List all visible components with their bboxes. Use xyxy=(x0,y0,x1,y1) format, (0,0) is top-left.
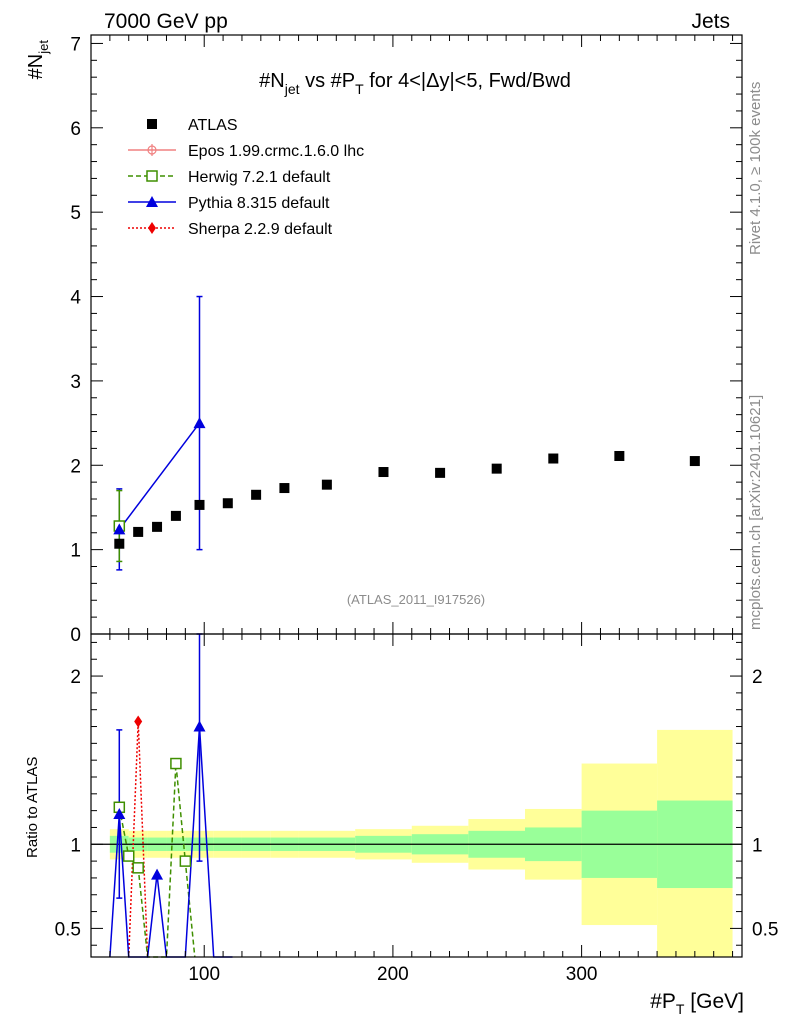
title-tail: for 4<|Δy|<5, Fwd/Bwd xyxy=(364,70,571,92)
main-y-tick-label-0: 0 xyxy=(70,625,81,646)
title-sub2: T xyxy=(355,81,364,97)
main-y-tick-label-6: 6 xyxy=(70,119,81,140)
x-tick-label-100: 100 xyxy=(188,964,220,985)
atlas-point-3 xyxy=(170,510,181,521)
ratio-y-tick-label-right-2: 2 xyxy=(752,667,763,688)
title-mid: vs #P xyxy=(300,70,356,92)
ratio-y-tick-label-right-0.5: 0.5 xyxy=(752,919,778,940)
title-sub: jet xyxy=(284,81,300,97)
header-left: 7000 GeV pp xyxy=(104,10,228,33)
ratio-y-tick-label-left-2: 2 xyxy=(70,667,81,688)
atlas-point-2 xyxy=(152,521,163,532)
mcplots-label: mcplots.cern.ch [arXiv:2401.10621] xyxy=(747,395,764,630)
y-axis-label-bottom: Ratio to ATLAS xyxy=(24,757,41,858)
xlabel-tail: [GeV] xyxy=(684,990,744,1013)
atlas-point-14 xyxy=(689,456,700,467)
legend-label-4: Sherpa 2.2.9 default xyxy=(188,221,333,238)
main-y-tick-label-7: 7 xyxy=(70,34,81,55)
ratio-herwig-marker-2 xyxy=(132,862,144,874)
main-y-tick-label-4: 4 xyxy=(70,288,81,309)
atlas-data-points xyxy=(114,450,700,549)
atlas-point-11 xyxy=(491,463,502,474)
ylabel-top-sub: jet xyxy=(36,40,51,55)
legend: ATLAS Epos 1.99.crmc.1.6.0 lhc Herwig 7.2.… xyxy=(128,117,364,238)
ratio-pythia-marker-1 xyxy=(113,808,126,820)
ratio-plot-frame xyxy=(90,633,743,958)
ratio-sherpa-marker-1 xyxy=(134,715,143,728)
rivet-label: Rivet 4.1.0, ≥ 100k events xyxy=(747,82,764,255)
x-tick-label-300: 300 xyxy=(566,964,598,985)
x-tick-label-200: 200 xyxy=(377,964,409,985)
legend-marker-3 xyxy=(146,196,158,207)
main-y-tick-label-2: 2 xyxy=(70,456,81,477)
main-y-tick-label-5: 5 xyxy=(70,203,81,224)
atlas-point-4 xyxy=(194,499,205,510)
legend-marker-2 xyxy=(146,170,158,182)
legend-label-0: ATLAS xyxy=(188,117,238,134)
ratio-sherpa-line xyxy=(127,721,149,958)
header-right: Jets xyxy=(691,10,730,33)
plot-frames xyxy=(90,34,743,958)
ylabel-top-main: #N xyxy=(25,54,47,80)
legend-marker-4 xyxy=(148,222,156,234)
ratio-pythia-marker-8 xyxy=(193,720,206,732)
title-main: #N xyxy=(259,70,285,92)
atlas-point-5 xyxy=(222,498,233,509)
main-mc-curves xyxy=(113,295,206,571)
atlas-point-12 xyxy=(548,453,559,464)
main-pythia-line xyxy=(118,422,201,530)
atlas-point-10 xyxy=(435,467,446,478)
main-y-tick-label-3: 3 xyxy=(70,372,81,393)
ratio-pythia-marker-5 xyxy=(151,868,164,880)
ratio-y-tick-label-left-1: 1 xyxy=(70,835,81,856)
ratio-herwig-marker-7 xyxy=(179,855,192,867)
xlabel-main: #P xyxy=(650,990,676,1013)
atlas-point-7 xyxy=(279,483,290,494)
legend-label-1: Epos 1.99.crmc.1.6.0 lhc xyxy=(188,143,364,160)
atlas-point-0 xyxy=(114,538,125,549)
atlas-point-8 xyxy=(321,479,332,490)
legend-label-2: Herwig 7.2.1 default xyxy=(188,169,331,186)
analysis-tag: (ATLAS_2011_I917526) xyxy=(347,592,485,607)
axis-ticks: 100 200 300 0 1 2 3 4 5 6 7 0.5 0.5 1 1 2 2 xyxy=(55,34,779,985)
xlabel-sub: T xyxy=(676,1001,685,1017)
ratio-y-tick-label-left-0.5: 0.5 xyxy=(55,919,81,940)
atlas-point-6 xyxy=(251,489,262,500)
main-pythia-marker-1 xyxy=(193,417,206,429)
x-axis-label: #PT [GeV] xyxy=(650,990,744,1017)
plot-title: #Njet vs #PT for 4<|Δy|<5, Fwd/Bwd xyxy=(259,70,571,97)
main-pythia-marker-0 xyxy=(113,523,126,535)
legend-label-3: Pythia 8.315 default xyxy=(188,195,330,212)
legend-marker-0 xyxy=(147,119,157,129)
ratio-herwig-marker-1 xyxy=(122,850,135,862)
atlas-point-1 xyxy=(133,526,144,537)
ratio-uncertainty-bands xyxy=(109,729,733,957)
atlas-point-13 xyxy=(614,450,625,461)
ratio-herwig-marker-6 xyxy=(170,757,182,770)
main-y-tick-label-1: 1 xyxy=(70,541,81,562)
y-axis-label-top: #Njet xyxy=(25,40,51,80)
atlas-point-9 xyxy=(378,467,389,478)
ratio-mc-curves xyxy=(109,633,233,958)
ratio-y-tick-label-right-1: 1 xyxy=(752,835,763,856)
